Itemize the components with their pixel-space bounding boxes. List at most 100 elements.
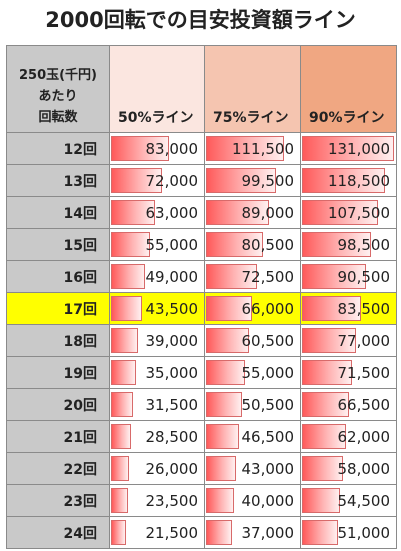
table-row: 23回 23,500 40,000 54,500 xyxy=(6,484,397,517)
row-label: 24回 xyxy=(6,516,110,549)
row-label: 18回 xyxy=(6,324,110,357)
data-bar xyxy=(302,392,349,417)
row-label: 14回 xyxy=(6,196,110,229)
cell-value: 28,500 xyxy=(145,427,199,446)
data-bar xyxy=(206,328,249,353)
table-row: 17回 43,500 66,000 83,500 xyxy=(6,292,397,325)
cell-value: 21,500 xyxy=(145,523,199,542)
data-bar xyxy=(206,360,245,385)
data-bar xyxy=(111,488,128,513)
cell-50-line: 39,000 xyxy=(109,324,205,357)
cell-75-line: 80,500 xyxy=(204,228,301,261)
row-label: 12回 xyxy=(6,132,110,165)
data-bar xyxy=(302,520,338,545)
cell-75-line: 89,000 xyxy=(204,196,301,229)
cell-75-line: 72,500 xyxy=(204,260,301,293)
data-bar xyxy=(111,296,142,321)
cell-value: 66,500 xyxy=(337,395,391,414)
data-bar xyxy=(111,136,170,161)
cell-90-line: 118,500 xyxy=(300,164,397,197)
cell-value: 40,000 xyxy=(241,491,295,510)
row-label: 19回 xyxy=(6,356,110,389)
data-bar xyxy=(302,200,378,225)
cell-50-line: 63,000 xyxy=(109,196,205,229)
cell-value: 99,500 xyxy=(241,171,295,190)
cell-90-line: 98,500 xyxy=(300,228,397,261)
cell-50-line: 21,500 xyxy=(109,516,205,549)
cell-90-line: 131,000 xyxy=(300,132,397,165)
cell-value: 89,000 xyxy=(241,203,295,222)
cell-value: 58,000 xyxy=(337,459,391,478)
cell-value: 118,500 xyxy=(327,171,390,190)
cell-value: 49,000 xyxy=(145,267,199,286)
row-label: 17回 xyxy=(6,292,110,325)
header-label-line-2: あたり xyxy=(38,89,78,104)
cell-value: 107,500 xyxy=(327,203,390,222)
data-bar xyxy=(302,360,353,385)
cell-value: 62,000 xyxy=(337,427,391,446)
cell-value: 55,000 xyxy=(145,235,199,254)
cell-value: 51,000 xyxy=(337,523,391,542)
data-bar xyxy=(111,264,146,289)
table-row: 12回 83,000 111,500 131,000 xyxy=(6,132,397,165)
data-bar xyxy=(206,520,232,545)
page-title: 2000回転での目安投資額ライン xyxy=(45,8,356,32)
cell-value: 46,500 xyxy=(241,427,295,446)
table-row: 13回 72,000 99,500 118,500 xyxy=(6,164,397,197)
cell-value: 77,000 xyxy=(337,331,391,350)
header-label-line-1: 250玉(千円) xyxy=(18,68,98,83)
table-row: 18回 39,000 60,500 77,000 xyxy=(6,324,397,357)
column-header-90: 90%ライン xyxy=(300,45,397,133)
cell-value: 90,500 xyxy=(337,267,391,286)
cell-75-line: 66,000 xyxy=(204,292,301,325)
cell-value: 31,500 xyxy=(145,395,199,414)
cell-75-line: 55,000 xyxy=(204,356,301,389)
data-bar xyxy=(302,264,366,289)
table-row: 22回 26,000 43,000 58,000 xyxy=(6,452,397,485)
cell-50-line: 23,500 xyxy=(109,484,205,517)
column-header-50: 50%ライン xyxy=(109,45,205,133)
data-bar xyxy=(111,232,150,257)
cell-90-line: 90,500 xyxy=(300,260,397,293)
cell-90-line: 58,000 xyxy=(300,452,397,485)
cell-50-line: 31,500 xyxy=(109,388,205,421)
table-row: 15回 55,000 80,500 98,500 xyxy=(6,228,397,261)
cell-50-line: 28,500 xyxy=(109,420,205,453)
cell-75-line: 50,500 xyxy=(204,388,301,421)
cell-value: 98,500 xyxy=(337,235,391,254)
cell-value: 50,500 xyxy=(241,395,295,414)
table-row: 19回 35,000 55,000 71,500 xyxy=(6,356,397,389)
data-bar xyxy=(111,328,139,353)
cell-75-line: 37,000 xyxy=(204,516,301,549)
data-bar xyxy=(302,328,357,353)
row-label: 20回 xyxy=(6,388,110,421)
column-header-75: 75%ライン xyxy=(204,45,301,133)
data-bar xyxy=(206,200,269,225)
data-bar xyxy=(206,264,257,289)
row-label: 22回 xyxy=(6,452,110,485)
data-bar xyxy=(206,232,263,257)
cell-50-line: 26,000 xyxy=(109,452,205,485)
data-bar xyxy=(302,296,361,321)
cell-75-line: 60,500 xyxy=(204,324,301,357)
cell-value: 66,000 xyxy=(241,299,295,318)
cell-50-line: 83,000 xyxy=(109,132,205,165)
data-bar xyxy=(206,392,242,417)
cell-value: 23,500 xyxy=(145,491,199,510)
cell-75-line: 43,000 xyxy=(204,452,301,485)
cell-value: 43,500 xyxy=(145,299,199,318)
table-row: 14回 63,000 89,000 107,500 xyxy=(6,196,397,229)
data-bar xyxy=(111,520,127,545)
cell-value: 60,500 xyxy=(241,331,295,350)
cell-90-line: 62,000 xyxy=(300,420,397,453)
data-bar xyxy=(302,488,341,513)
table-row: 24回 21,500 37,000 51,000 xyxy=(6,516,397,549)
cell-value: 131,000 xyxy=(327,139,390,158)
row-label: 21回 xyxy=(6,420,110,453)
cell-value: 83,000 xyxy=(145,139,199,158)
data-bar xyxy=(111,200,156,225)
cell-50-line: 72,000 xyxy=(109,164,205,197)
data-bar xyxy=(302,136,394,161)
table-row: 20回 31,500 50,500 66,500 xyxy=(6,388,397,421)
cell-value: 26,000 xyxy=(145,459,199,478)
